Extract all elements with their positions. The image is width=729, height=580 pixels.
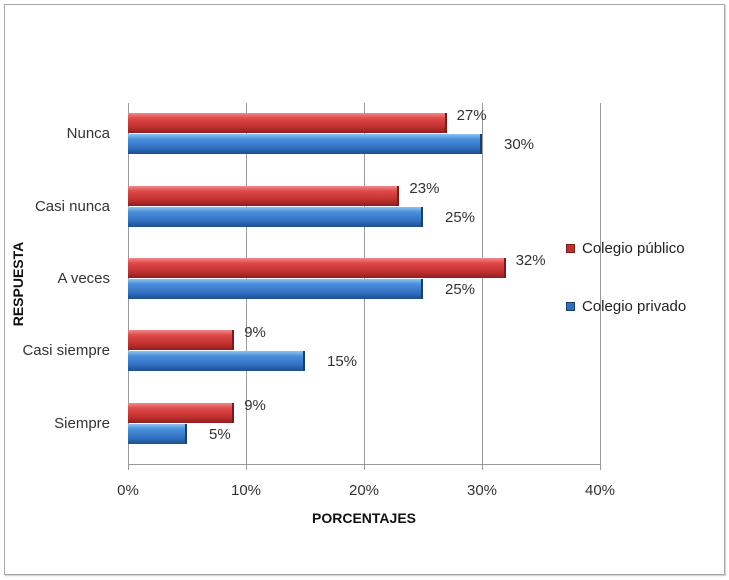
legend: Colegio público Colegio privado (566, 238, 686, 354)
x-tick (482, 465, 483, 470)
bar-public (128, 185, 400, 206)
data-label: 25% (445, 281, 476, 298)
legend-label-private: Colegio privado (582, 297, 687, 315)
plot-area: 27% 30% 23% 25% 32% 25% 9% 15% 9% 5% (128, 103, 601, 470)
x-tick (600, 465, 601, 470)
data-label: 9% (244, 396, 266, 414)
x-tick (246, 465, 247, 470)
data-label: 25% (445, 208, 476, 226)
data-label: 15% (327, 353, 358, 371)
x-tick (128, 465, 129, 470)
legend-item-public: Colegio público (566, 238, 686, 258)
bar-public (128, 258, 506, 278)
legend-label-public: Colegio público (582, 239, 685, 257)
bar-private (128, 206, 423, 227)
bar-public (128, 330, 235, 351)
data-label: 23% (409, 179, 440, 197)
x-tick-label: 0% (117, 482, 139, 499)
data-label: 30% (504, 136, 535, 154)
x-tick-label: 20% (348, 482, 380, 499)
category-label: Nunca (66, 125, 110, 143)
gridline (482, 103, 483, 465)
legend-swatch-private (566, 301, 575, 311)
legend-swatch-public (566, 243, 575, 253)
bar-public (128, 402, 235, 423)
data-label: 5% (209, 425, 231, 443)
category-label: Casi siempre (22, 342, 110, 360)
bar-private (128, 423, 187, 444)
bar-private (128, 134, 482, 155)
category-label: Siempre (54, 414, 110, 432)
x-tick (364, 465, 365, 470)
x-tick-label: 40% (584, 482, 616, 499)
data-label: 32% (515, 252, 546, 269)
x-tick-label: 30% (466, 482, 498, 499)
x-tick-label: 10% (230, 482, 262, 499)
x-axis-line (128, 464, 600, 465)
y-axis-title: RESPUESTA (10, 241, 26, 327)
category-label: Casi nunca (34, 197, 110, 215)
legend-item-private: Colegio privado (566, 296, 686, 316)
category-label: A veces (57, 270, 110, 287)
data-label: 9% (244, 324, 266, 342)
bar-public (128, 113, 447, 134)
chart-frame (4, 4, 725, 575)
bar-private (128, 351, 305, 372)
gridline (600, 103, 601, 465)
bar-private (128, 279, 423, 299)
data-label: 27% (456, 107, 487, 125)
x-axis-title: PORCENTAJES (312, 510, 416, 526)
